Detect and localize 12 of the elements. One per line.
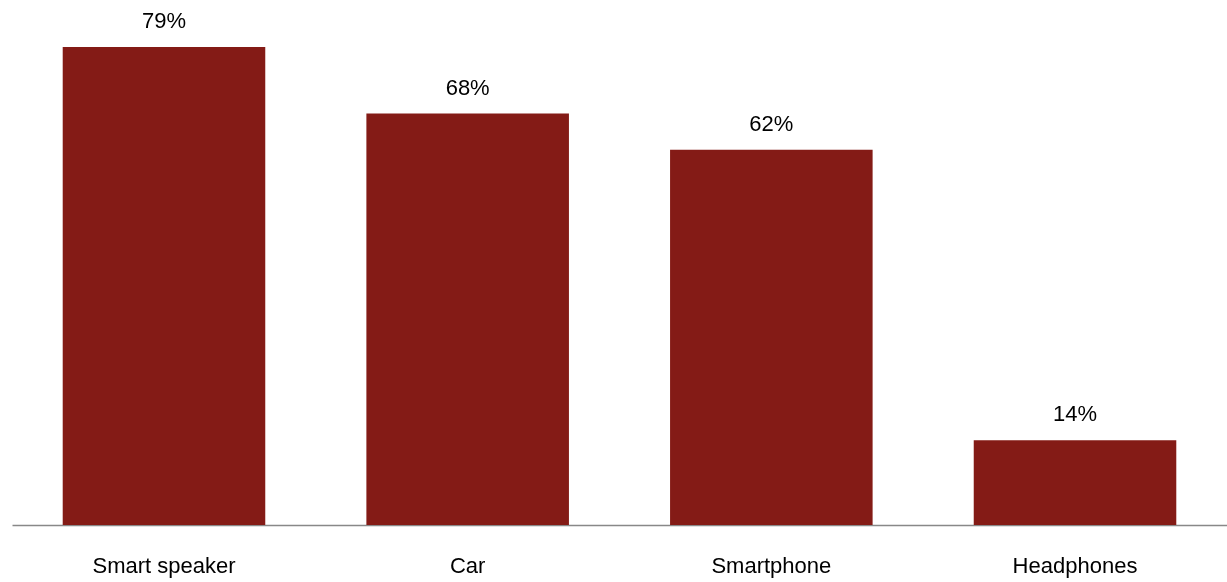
bar bbox=[366, 113, 569, 525]
data-label: 14% bbox=[1052, 401, 1098, 427]
bar bbox=[670, 149, 873, 525]
x-tick-label: Smart speaker bbox=[92, 552, 236, 578]
bar bbox=[973, 440, 1177, 525]
data-label: 68% bbox=[445, 74, 490, 100]
data-label: 79% bbox=[141, 8, 187, 33]
x-tick-label: Smartphone bbox=[711, 552, 832, 578]
x-tick-label: Car bbox=[449, 552, 486, 578]
x-tick-label: Headphones bbox=[1012, 552, 1138, 578]
data-label: 62% bbox=[749, 110, 794, 136]
bar bbox=[62, 47, 266, 525]
